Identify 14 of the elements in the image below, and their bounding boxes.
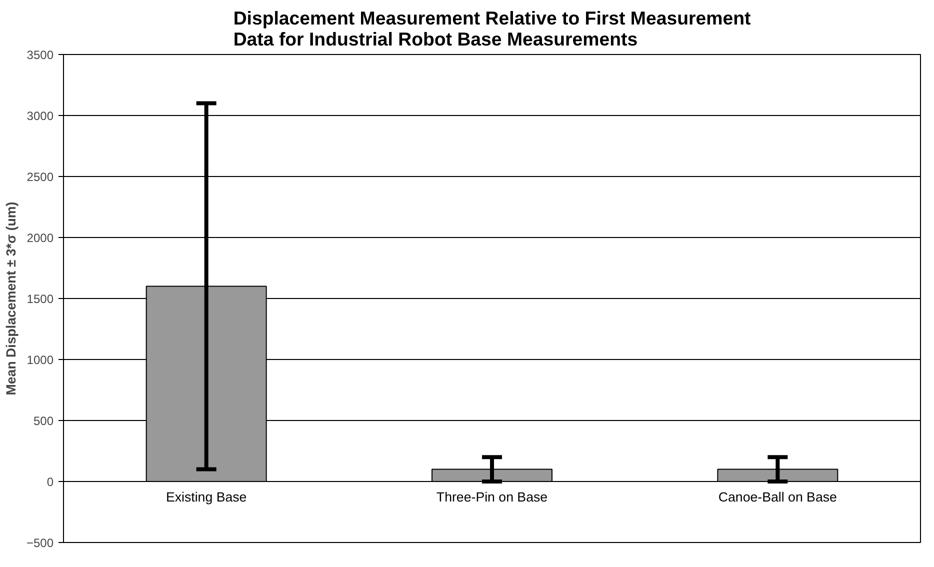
y-tick-label: 0: [46, 475, 54, 489]
y-tick-label: 3500: [26, 48, 54, 62]
y-tick-label: 500: [33, 414, 54, 428]
y-axis-title: Mean Displacement ± 3*σ (um): [3, 202, 18, 396]
y-tick-label: −500: [26, 536, 54, 550]
y-tick-label: 1000: [26, 353, 54, 367]
y-tick-label: 2000: [26, 231, 54, 245]
y-tick-label: 1500: [26, 292, 54, 306]
chart-title: Displacement Measurement Relative to First Measurement Data for Industrial Robot Base Measurements: [233, 8, 751, 50]
x-tick-label: Existing Base: [166, 490, 247, 504]
y-tick-label: 3000: [26, 109, 54, 123]
x-tick-label: Canoe-Ball on Base: [718, 490, 837, 504]
x-tick-label: Three-Pin on Base: [436, 490, 548, 504]
y-tick-label: 2500: [26, 170, 54, 184]
